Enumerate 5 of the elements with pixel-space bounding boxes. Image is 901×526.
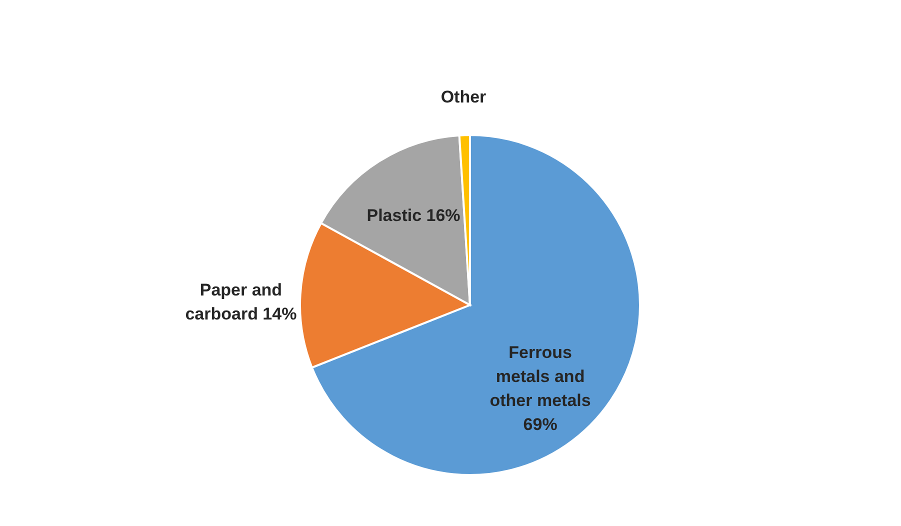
slice-label: Ferrous metals and other metals bbox=[490, 342, 591, 410]
slice-label: Other bbox=[440, 88, 487, 107]
slice-label: Paper and carboard 14% bbox=[185, 280, 297, 324]
slice-label: Plastic 16% bbox=[366, 206, 460, 226]
data-label: 69% bbox=[523, 414, 558, 434]
